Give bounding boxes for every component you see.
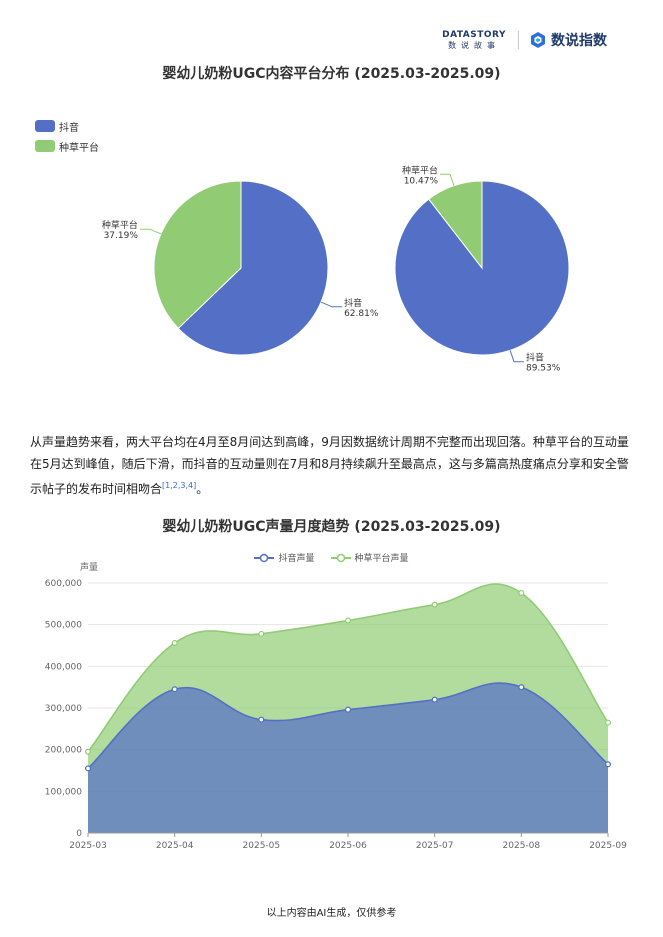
legend-swatch [35,140,55,152]
pie-leader-line [320,301,343,308]
y-axis-name: 声量 [80,561,98,573]
legend-label: 抖音声量 [278,554,315,564]
paragraph-end: 。 [196,482,209,496]
x-tick-label: 2025-06 [329,841,367,851]
pie-label-name: 种草平台 [402,164,438,176]
series-area [88,683,608,833]
data-point [345,617,352,624]
analysis-paragraph: 从声量趋势来看，两大平台均在4月至8月间达到高峰，9月因数据统计周期不完整而出现… [30,432,632,501]
pie-chart-title: 婴幼儿奶粉UGC内容平台分布 (2025.03-2025.09) [162,66,501,82]
legend-label: 种草平台 [59,142,99,154]
data-point [84,748,91,755]
x-tick-label: 2025-09 [589,841,627,851]
legend-marker [330,553,351,562]
data-point [171,686,178,693]
header: DATASTORY 数说故事 数说指数 [442,28,607,52]
logo-en: DATASTORY [442,29,506,40]
pie-label-percent: 37.19% [104,231,139,241]
line-chart-title: 婴幼儿奶粉UGC声量月度趋势 (2025.03-2025.09) [162,519,501,535]
datastory-logo: DATASTORY 数说故事 [442,29,506,50]
citation-link[interactable]: [1,2,3,4] [162,481,197,490]
data-point [258,630,265,637]
data-point [431,696,438,703]
x-tick-label: 2025-05 [243,841,281,851]
footer-disclaimer: 以上内容由AI生成，仅供参考 [266,908,397,919]
data-point [518,684,525,691]
pie-label-percent: 62.81% [344,309,379,319]
pie-slice [153,180,242,330]
data-point [84,765,91,772]
y-tick-label: 0 [76,829,82,839]
legend-label: 种草平台声量 [354,554,409,564]
legend-item-zhongcao-volume[interactable]: 种草平台声量 [330,551,409,564]
brand: 数说指数 [529,30,607,50]
brand-name: 数说指数 [551,33,607,49]
x-tick-label: 2025-03 [69,841,107,851]
pie-label-percent: 10.47% [404,176,439,186]
pie-label-name: 种草平台 [102,219,138,231]
pie-leader-line [139,228,162,235]
data-point [518,590,525,597]
paragraph-text: 从声量趋势来看，两大平台均在4月至8月间达到高峰，9月因数据统计周期不完整而出现… [30,435,629,496]
data-point [604,719,611,726]
y-tick-label: 300,000 [45,704,82,714]
x-tick-label: 2025-04 [156,841,194,851]
legend-item-douyin-volume[interactable]: 抖音声量 [254,551,315,564]
y-tick-label: 100,000 [45,787,82,797]
data-point [171,639,178,646]
y-tick-label: 400,000 [45,662,82,672]
pie-label-name: 抖音 [344,297,362,309]
logo-cn: 数说故事 [448,40,501,50]
pie-slice [428,180,483,270]
x-tick-label: 2025-08 [503,841,541,851]
line-legend: 抖音声量 种草平台声量 [0,551,663,564]
y-tick-label: 500,000 [45,621,82,631]
legend-marker [254,553,275,562]
y-tick-label: 200,000 [45,746,82,756]
data-point [604,761,611,768]
data-point [258,716,265,723]
pie-legend: 抖音 种草平台 [35,116,99,156]
brand-icon [531,32,545,48]
x-tick-label: 2025-07 [416,841,454,851]
pie-label-name: 抖音 [526,352,544,364]
data-point [431,601,438,608]
data-point [345,706,352,713]
legend-label: 抖音 [59,122,79,134]
pie-label-percent: 89.53% [526,364,561,374]
volume-area-chart: 声量 0 100,000 200,000 300,000 400,000 500,000 60… [45,561,627,851]
pie-leader-line [509,350,524,363]
legend-item-douyin[interactable]: 抖音 [35,116,99,136]
pie-leader-line [440,173,455,186]
legend-item-zhongcao[interactable]: 种草平台 [35,136,99,156]
header-divider [518,31,519,49]
pie-slice [177,180,329,356]
y-tick-label: 600,000 [45,579,82,589]
legend-swatch [35,120,55,132]
